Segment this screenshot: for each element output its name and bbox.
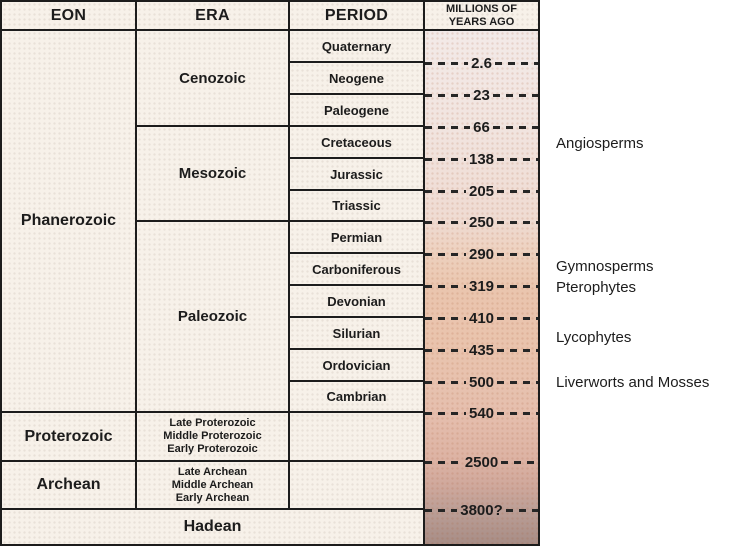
annotation-lycophytes: Lycophytes	[556, 329, 632, 346]
period-carboniferous: Carboniferous	[290, 254, 425, 286]
period-cell-empty-proterozoic	[290, 413, 425, 462]
dash-line	[497, 284, 538, 288]
header-mya-line2: YEARS AGO	[448, 15, 515, 28]
mya-marker-2-6: 2.6	[425, 53, 539, 73]
mya-value: 250	[468, 213, 495, 231]
period-jurassic: Jurassic	[290, 159, 425, 191]
dash-line	[505, 508, 539, 512]
annotation-pterophytes: Pterophytes	[556, 279, 637, 296]
mya-value: 500	[468, 373, 495, 391]
mya-marker-250: 250	[425, 212, 538, 232]
mya-value: 2500	[464, 453, 499, 471]
dash-line	[492, 125, 538, 129]
header-mya: MILLIONS OF YEARS AGO	[425, 0, 540, 31]
dash-line	[425, 316, 466, 320]
mya-value: 23	[473, 86, 490, 104]
mya-value: 410	[468, 309, 495, 327]
period-cambrian: Cambrian	[290, 382, 425, 413]
annotation-gymnosperms: Gymnosperms	[556, 258, 654, 275]
era-early-proterozoic: Early Proterozoic	[167, 443, 258, 455]
dash-line	[497, 348, 538, 352]
eon-hadean: Hadean	[0, 510, 425, 546]
mya-marker-3800: 3800?	[425, 500, 539, 520]
dash-line	[494, 61, 539, 65]
mya-marker-540: 540	[425, 403, 538, 423]
era-proterozoic-subdivisions: Late Proterozoic Middle Proterozoic Earl…	[137, 413, 290, 462]
era-late-proterozoic: Late Proterozoic	[169, 417, 256, 429]
mya-gradient-strip: 2.6 23 66 138 205 250	[425, 31, 540, 546]
period-ordovician: Ordovician	[290, 350, 425, 382]
mya-value: 2.6	[471, 54, 492, 72]
era-archean-subdivisions: Late Archean Middle Archean Early Archea…	[137, 462, 290, 510]
mya-marker-500: 500	[425, 372, 538, 392]
dash-line	[497, 252, 538, 256]
dash-line	[497, 157, 538, 161]
period-devonian: Devonian	[290, 286, 425, 318]
mya-value: 66	[473, 118, 490, 136]
mya-value: 290	[468, 245, 495, 263]
header-mya-line1: MILLIONS OF	[446, 2, 517, 15]
era-late-archean: Late Archean	[177, 465, 248, 478]
era-paleozoic: Paleozoic	[137, 222, 290, 413]
mya-marker-66: 66	[425, 117, 538, 137]
dash-line	[425, 125, 471, 129]
mya-marker-2500: 2500	[425, 452, 538, 472]
dash-line	[497, 380, 538, 384]
mya-value: 3800?	[460, 501, 503, 519]
era-early-archean: Early Archean	[175, 491, 250, 504]
mya-marker-290: 290	[425, 244, 538, 264]
mya-marker-410: 410	[425, 308, 538, 328]
period-cretaceous: Cretaceous	[290, 127, 425, 159]
header-eon: EON	[0, 0, 137, 31]
dash-line	[425, 411, 466, 415]
mya-marker-138: 138	[425, 149, 538, 169]
eon-archean: Archean	[0, 462, 137, 510]
period-quaternary: Quaternary	[290, 31, 425, 63]
dash-line	[425, 380, 466, 384]
period-paleogene: Paleogene	[290, 95, 425, 127]
eon-proterozoic: Proterozoic	[0, 413, 137, 462]
era-middle-archean: Middle Archean	[171, 478, 254, 491]
annotation-liverworts-mosses: Liverworts and Mosses	[556, 374, 710, 391]
header-mya-lines: MILLIONS OF YEARS AGO	[446, 3, 517, 29]
era-mesozoic: Mesozoic	[137, 127, 290, 222]
dash-line	[497, 316, 538, 320]
dash-line	[425, 189, 466, 193]
eon-phanerozoic: Phanerozoic	[0, 31, 137, 413]
dash-line	[497, 220, 538, 224]
header-period: PERIOD	[290, 0, 425, 31]
dash-line	[425, 61, 469, 65]
mya-marker-435: 435	[425, 340, 538, 360]
dash-line	[425, 348, 466, 352]
mya-value: 205	[468, 182, 495, 200]
era-cenozoic: Cenozoic	[137, 31, 290, 127]
dash-line	[492, 93, 538, 97]
dash-line	[425, 220, 466, 224]
era-middle-proterozoic: Middle Proterozoic	[163, 430, 262, 442]
dash-line	[497, 189, 538, 193]
dash-line	[425, 508, 458, 512]
annotation-angiosperms: Angiosperms	[556, 135, 644, 152]
period-permian: Permian	[290, 222, 425, 254]
dash-line	[497, 411, 538, 415]
dash-line	[425, 460, 462, 464]
header-era: ERA	[137, 0, 290, 31]
mya-value: 138	[468, 150, 495, 168]
mya-marker-205: 205	[425, 181, 538, 201]
mya-value: 319	[468, 277, 495, 295]
mya-marker-319: 319	[425, 276, 538, 296]
period-cell-empty-archean	[290, 462, 425, 510]
mya-marker-23: 23	[425, 85, 538, 105]
dash-line	[501, 460, 538, 464]
mya-value: 435	[468, 341, 495, 359]
dash-line	[425, 284, 466, 288]
period-neogene: Neogene	[290, 63, 425, 95]
period-triassic: Triassic	[290, 191, 425, 222]
mya-value: 540	[468, 404, 495, 422]
dash-line	[425, 252, 466, 256]
period-silurian: Silurian	[290, 318, 425, 350]
dash-line	[425, 157, 466, 161]
dash-line	[425, 93, 471, 97]
